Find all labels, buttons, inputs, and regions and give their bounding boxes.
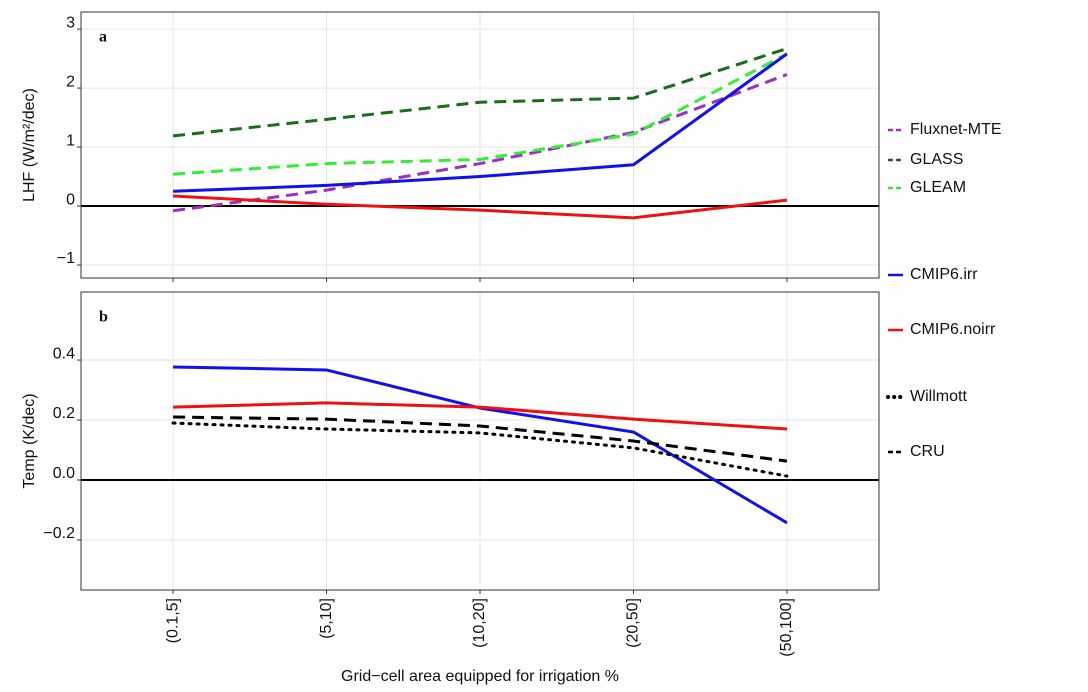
legend-label: Willmott [910, 388, 967, 405]
x-tick-label: (0.1,5] [164, 598, 181, 643]
y-tick-label: −0.2 [43, 525, 75, 542]
legend-label: GLASS [910, 151, 963, 168]
y-tick-label: 0.2 [53, 405, 75, 422]
y-tick-label: 0.0 [53, 465, 75, 482]
series-line [172, 47, 788, 138]
x-tick-label: (20,50] [625, 598, 642, 648]
series-line [171, 421, 789, 478]
y-tick-label: 2 [66, 73, 75, 90]
y-tick-label: 1 [66, 132, 75, 149]
legend-label: CMIP6.irr [910, 266, 978, 283]
legend-label: GLEAM [910, 179, 966, 196]
series-line [172, 52, 788, 176]
series-line [173, 415, 788, 463]
plot-frame [80, 291, 880, 591]
legend-label: CMIP6.noirr [910, 321, 996, 338]
y-tick-label: −1 [57, 250, 75, 267]
plot-frame [80, 11, 880, 279]
legend-label: Fluxnet-MTE [910, 121, 1002, 138]
x-axis-title: Grid−cell area equipped for irrigation % [341, 668, 619, 685]
y-tick-label: 0 [66, 191, 75, 208]
series-line [172, 73, 788, 213]
panel-label: a [99, 29, 107, 46]
series-line [173, 52, 788, 193]
y-axis-title: Temp (K/dec) [21, 393, 38, 488]
y-axis-title: LHF (W/m²/dec) [21, 88, 38, 202]
legend-label: CRU [910, 443, 945, 460]
x-tick-label: (5,10] [318, 598, 335, 639]
series-line [172, 194, 788, 220]
x-tick-label: (50,100] [778, 598, 795, 657]
series-line [173, 401, 788, 431]
x-tick-label: (10,20] [471, 598, 488, 648]
y-tick-label: 0.4 [53, 345, 75, 362]
panel-label: b [99, 309, 108, 326]
y-tick-label: 3 [66, 14, 75, 31]
